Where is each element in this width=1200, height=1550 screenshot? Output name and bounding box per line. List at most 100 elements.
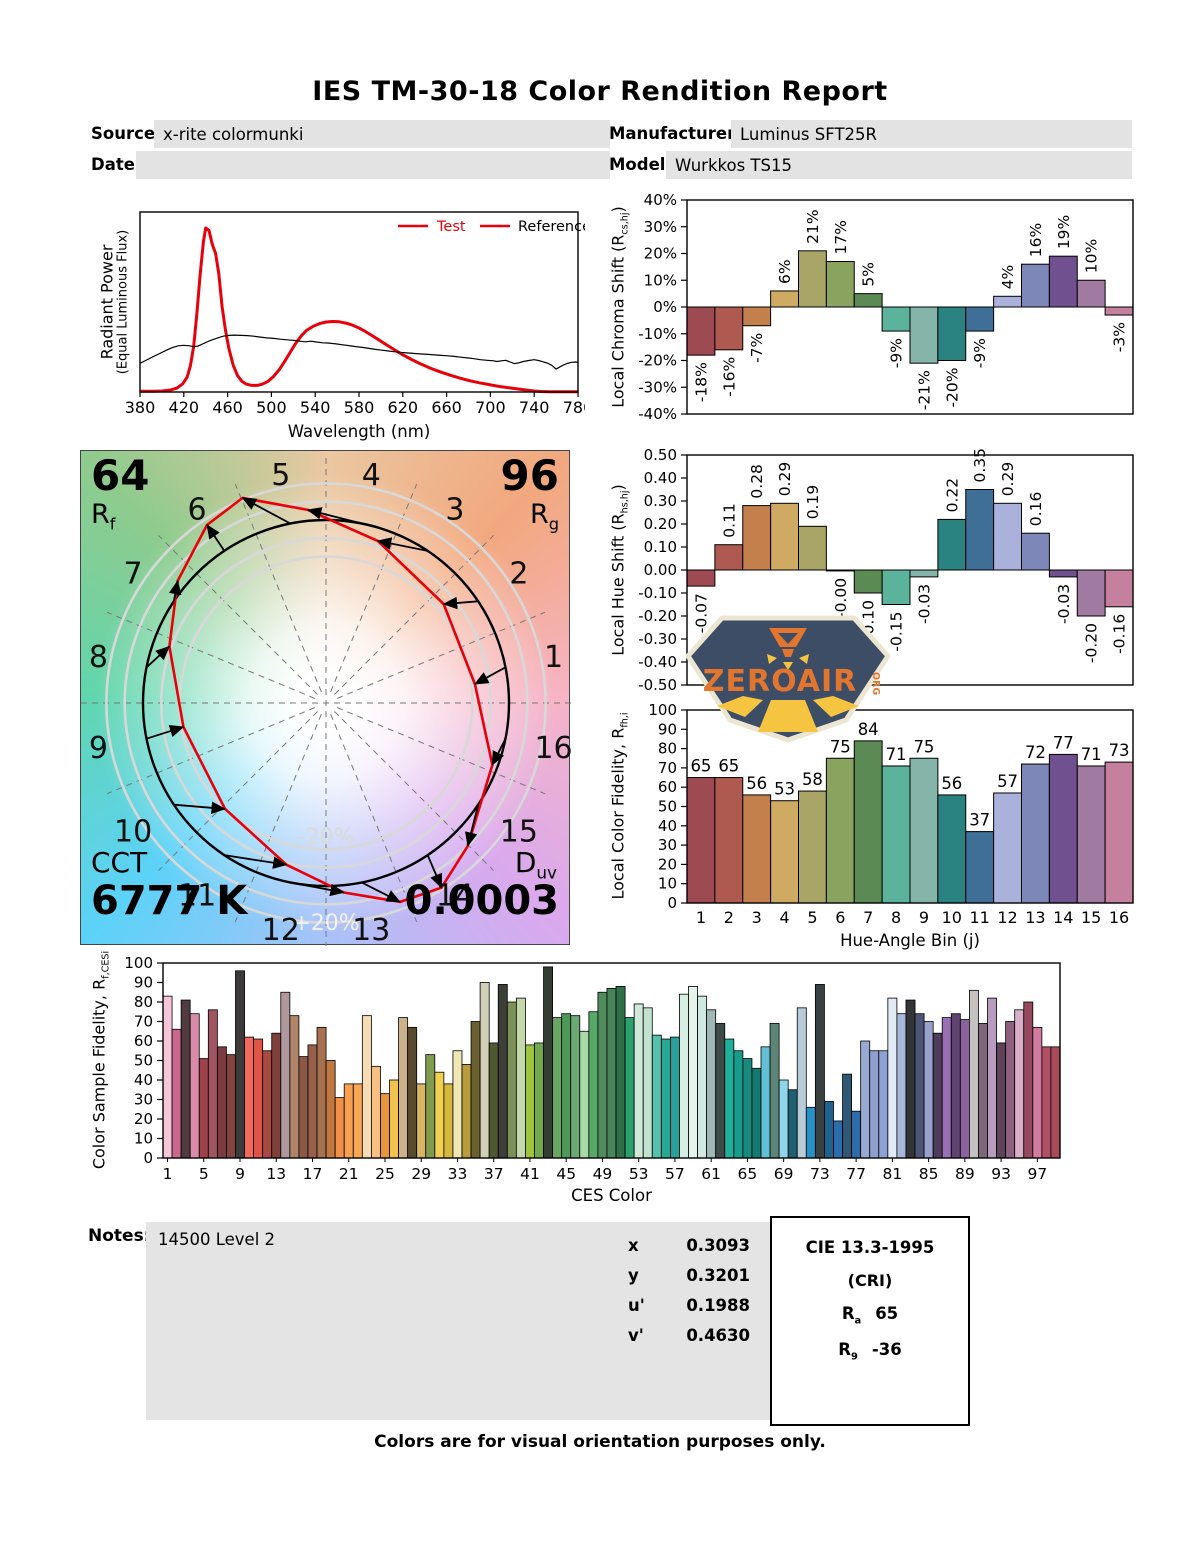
svg-text:21: 21 <box>339 1165 359 1183</box>
svg-text:75: 75 <box>830 737 851 756</box>
hue-shift-chart: Local Hue Shift (Rhs,hj) 0.50 0.40 0.30 0.2… <box>600 447 1160 695</box>
svg-text:2: 2 <box>724 908 734 927</box>
bar-bin-9 <box>909 569 939 578</box>
bar-ces-81 <box>887 997 898 1159</box>
bar-ces-36 <box>479 982 490 1159</box>
ring-120 <box>105 482 547 924</box>
svg-text:8: 8 <box>891 908 901 927</box>
svg-text:9: 9 <box>919 908 929 927</box>
bar-ces-92 <box>987 997 997 1159</box>
svg-text:61: 61 <box>701 1165 721 1183</box>
bar-ces-40 <box>515 997 526 1159</box>
bar-bin-7 <box>853 740 883 904</box>
bar-bin-2 <box>714 777 744 904</box>
bin-label-10: 10 <box>114 814 152 849</box>
bar-ces-33 <box>452 1050 463 1159</box>
bar-ces-71 <box>796 1007 807 1159</box>
bar-ces-83 <box>905 999 916 1159</box>
svg-text:0.50: 0.50 <box>644 447 677 464</box>
model-field: Wurkkos TS15 <box>666 151 1132 179</box>
bar-ces-45 <box>561 1013 572 1159</box>
bar-ces-80 <box>878 1050 889 1159</box>
bar-ces-24 <box>370 1065 381 1159</box>
svg-text:9: 9 <box>235 1165 245 1183</box>
date-field <box>136 151 610 179</box>
svg-text:65: 65 <box>690 757 711 776</box>
svg-text:11: 11 <box>970 908 990 927</box>
svg-text:80: 80 <box>658 740 677 758</box>
bar-ces-41 <box>525 1044 535 1159</box>
cri-subtitle: (CRI) <box>847 1271 893 1290</box>
plot-frame <box>139 211 579 393</box>
plot-frame <box>686 709 1134 904</box>
bar-bin-7 <box>853 293 883 308</box>
svg-text:29: 29 <box>411 1165 431 1183</box>
bar-ces-74 <box>824 1101 834 1159</box>
bar-bin-16 <box>1104 306 1134 316</box>
manufacturer-value: Luminus SFT25R <box>740 124 877 144</box>
svg-text:-0.03: -0.03 <box>1055 584 1073 624</box>
bar-ces-60 <box>697 995 708 1159</box>
bar-ces-69 <box>778 1079 789 1159</box>
shift-arrow-bin-11 <box>224 854 288 869</box>
bar-ces-10 <box>244 1036 255 1159</box>
svg-text:-0.15: -0.15 <box>888 612 906 652</box>
bar-bin-16 <box>1104 569 1134 608</box>
spd-x-axis-label: Wavelength (nm) <box>288 422 431 441</box>
svg-text:6: 6 <box>835 908 845 927</box>
bar-bin-3 <box>742 505 772 571</box>
svg-text:80: 80 <box>134 993 153 1011</box>
bar-ces-8 <box>226 1054 236 1159</box>
svg-text:16%: 16% <box>1027 223 1045 257</box>
bar-bin-5 <box>798 250 827 308</box>
bar-bin-1 <box>686 777 716 904</box>
bar-bin-10 <box>937 306 967 361</box>
shift-arrow-bin-14 <box>426 854 443 889</box>
svg-text:20%: 20% <box>644 245 677 263</box>
duv-value: 0.0003 <box>404 878 559 924</box>
svg-text:-0.00: -0.00 <box>832 578 850 618</box>
notes-field: 14500 Level 2 <box>146 1222 770 1420</box>
bar-bin-5 <box>798 790 827 904</box>
bar-ces-64 <box>733 1050 744 1159</box>
svg-text:5%: 5% <box>860 262 878 287</box>
coord-row-u: u' 0.1988 <box>628 1296 750 1315</box>
svg-text:73: 73 <box>810 1165 830 1183</box>
svg-text:0.35: 0.35 <box>971 448 989 483</box>
rg-value: 96 <box>500 451 559 500</box>
shift-arrow-bin-15 <box>464 804 480 847</box>
svg-text:10%: 10% <box>1083 239 1101 273</box>
shift-arrow-bin-5 <box>241 497 291 525</box>
svg-text:65: 65 <box>718 757 739 776</box>
svg-text:19%: 19% <box>1055 215 1073 249</box>
svg-text:15: 15 <box>1081 908 1101 927</box>
bar-ces-55 <box>651 1034 662 1159</box>
svg-text:57: 57 <box>997 772 1018 791</box>
svg-text:58: 58 <box>802 770 823 789</box>
svg-text:10: 10 <box>942 908 962 927</box>
svg-text:16: 16 <box>1109 908 1129 927</box>
svg-text:81: 81 <box>883 1165 903 1183</box>
bar-ces-39 <box>506 1001 517 1159</box>
manufacturer-field: Luminus SFT25R <box>731 120 1132 148</box>
bar-bin-12 <box>993 502 1022 571</box>
color-vector-graphic: 64 Rf 96 Rg CCT 6777 K Duv 0.0003 -20% +2… <box>80 450 571 946</box>
svg-text:30%: 30% <box>644 218 677 236</box>
bar-bin-1 <box>686 306 716 356</box>
bar-bin-2 <box>714 544 744 571</box>
svg-text:71: 71 <box>1081 745 1102 764</box>
shift-arrow-bin-6 <box>206 524 226 552</box>
bar-ces-42 <box>534 1042 544 1159</box>
svg-text:-0.03: -0.03 <box>915 584 933 624</box>
bin-label-5: 5 <box>271 458 290 493</box>
bar-bin-3 <box>742 306 772 327</box>
bar-bin-14 <box>1048 569 1078 578</box>
bar-ces-35 <box>470 1021 481 1159</box>
svg-text:77: 77 <box>1053 733 1074 752</box>
bar-ces-5 <box>198 1058 209 1159</box>
svg-text:-21%: -21% <box>915 370 933 410</box>
duv-label: Duv <box>514 846 557 883</box>
plot-frame <box>686 454 1134 686</box>
bar-ces-85 <box>923 1021 934 1159</box>
bar-ces-86 <box>932 1032 943 1159</box>
